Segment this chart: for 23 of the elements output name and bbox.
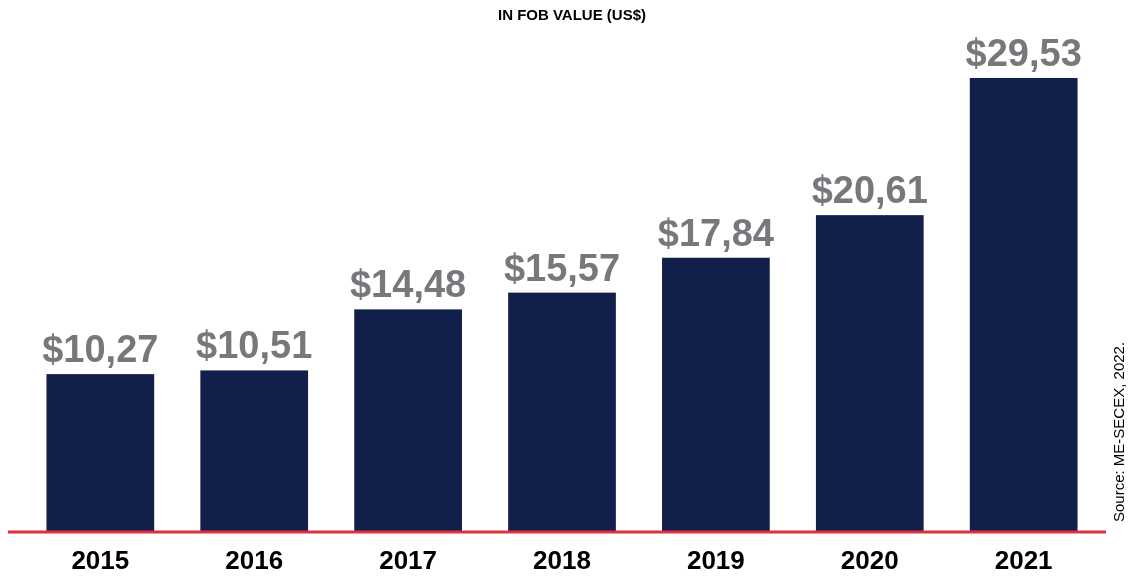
data-label: $15,57 (503, 246, 621, 289)
x-tick-label: 2019 (686, 545, 745, 575)
bar (200, 370, 309, 532)
bar (354, 309, 462, 532)
data-label: $10,27 (42, 328, 159, 371)
data-label: $20,61 (811, 169, 928, 212)
x-tick-label: 2017 (379, 545, 438, 575)
x-tick-label: 2015 (71, 545, 130, 575)
data-label: $14,48 (349, 263, 467, 306)
bar (46, 374, 155, 532)
x-tick-label: 2018 (533, 545, 591, 575)
chart-title: IN FOB VALUE (US$) (497, 6, 647, 23)
bar (815, 215, 924, 532)
data-label: $29,53 (965, 32, 1082, 74)
bar (969, 78, 1078, 532)
data-label: $10,51 (196, 324, 313, 367)
source-note: Source: ME-SECEX, 2022. (1110, 341, 1127, 522)
x-tick-label: 2021 (994, 545, 1053, 575)
x-tick-label: 2016 (225, 545, 284, 575)
data-label: $17,84 (657, 211, 775, 254)
bar (662, 257, 770, 532)
x-tick-label: 2020 (840, 545, 899, 575)
bar (508, 292, 616, 532)
